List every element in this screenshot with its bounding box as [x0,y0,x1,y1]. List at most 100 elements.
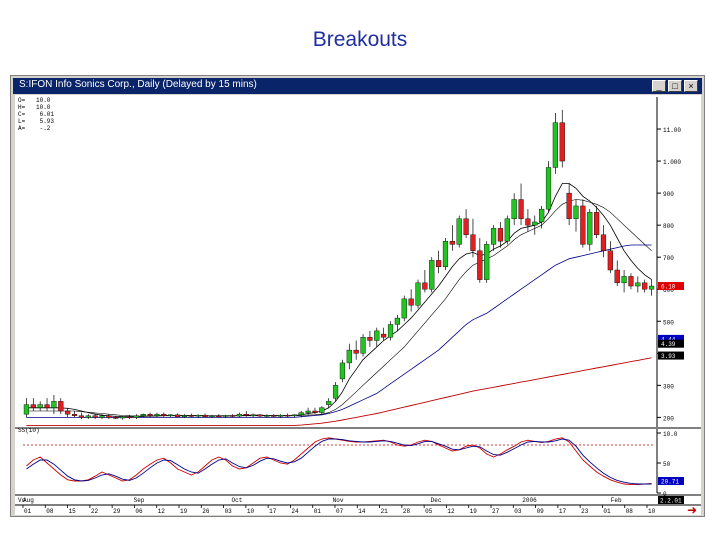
month-label: Sep [134,497,145,504]
candle-body [319,407,325,413]
candle [284,413,291,418]
candle [518,183,524,226]
minimize-button[interactable]: _ [652,80,666,92]
stoch-d-line [26,438,652,485]
candle [174,413,181,418]
ma-long-line [26,357,652,426]
candle [106,414,112,419]
scroll-right-arrow-icon[interactable]: ➜ [687,503,698,517]
candle-body [291,414,297,417]
price-marker [658,339,684,348]
day-label: 10 [648,508,656,515]
candle-body [257,414,263,417]
candle [408,289,414,312]
candle-body [264,415,270,417]
price-tick-label: 600 [663,287,674,294]
price-marker-label: 6.10 [661,284,676,291]
candle-body [332,385,339,399]
candle [181,414,188,419]
day-label: 21 [381,508,389,515]
candle [381,327,387,341]
osc-tick-label: 10.0 [663,431,678,438]
candle-body [614,269,620,284]
candle-body [37,404,43,408]
candle [573,199,579,232]
maximize-button[interactable]: □ [668,80,682,92]
chart-canvas[interactable]: 11.001.0009008007006005004003002006.104.… [15,95,701,515]
candle-body [408,298,414,306]
candle-body [44,404,50,408]
oscillator-panel: SS(10) 10.0 50 0 20.71 [15,427,701,498]
day-label: 07 [336,508,344,515]
candle [594,205,600,238]
candle-body [497,228,504,242]
candle-body [456,218,462,245]
candle-body [23,404,30,415]
candle [133,414,139,419]
price-marker-label: 4.39 [661,341,676,348]
candle-body [85,415,91,418]
candle [642,279,648,293]
candle [374,327,380,347]
candle [490,225,497,251]
candle-body [477,250,483,280]
candle-body [374,330,380,341]
window-titlebar[interactable]: S:IFON Info Sonics Corp., Daily (Delayed… [13,78,702,94]
candle-body [449,240,455,245]
candle [387,321,394,341]
candle-body [484,244,490,280]
candle-body [298,412,304,416]
candle [209,414,215,419]
readout-high: H= 10.0 [18,104,51,111]
readout-open: O= 10.0 [18,97,51,104]
day-label: 01 [314,508,322,515]
day-label: 06 [135,508,143,515]
candle [140,413,146,418]
candle [236,412,242,418]
day-label: 08 [626,508,634,515]
candle-body [284,414,291,417]
close-button[interactable]: × [684,80,698,92]
candle [635,276,641,293]
candle-body [587,212,593,245]
volume-label: Vo [18,497,26,504]
candle-body [518,199,524,219]
candle-body [394,317,400,325]
candle-body [635,282,641,287]
candle-body [229,415,236,417]
candle-body [429,260,435,290]
candle [250,413,256,418]
candle [545,161,552,213]
readout-close: C= 6.01 [18,111,55,118]
candle [600,225,607,258]
candle [477,237,483,283]
candle [71,410,78,418]
candle-body [126,416,133,418]
candle [484,241,490,283]
candle-body [243,413,249,416]
candle [456,215,462,248]
candle [648,279,655,296]
candle [188,413,194,418]
candle-body [305,410,311,413]
price-marker-label: 3.93 [661,353,676,360]
day-label: 17 [269,508,277,515]
candle-body [559,122,565,162]
month-label: Dec [431,497,442,504]
candle-body [381,333,387,338]
candle-body [168,414,174,417]
price-tick-label: 700 [663,255,674,262]
candle [504,215,510,245]
candle [429,257,435,293]
candle [326,398,332,408]
candle-body [106,415,112,418]
candle-body [346,349,352,364]
candle-body [339,362,346,380]
candle [113,415,119,419]
candle-body [436,260,442,268]
candle [401,295,407,322]
candle [339,359,346,383]
day-label: 14 [358,508,366,515]
candle-body [216,415,222,417]
